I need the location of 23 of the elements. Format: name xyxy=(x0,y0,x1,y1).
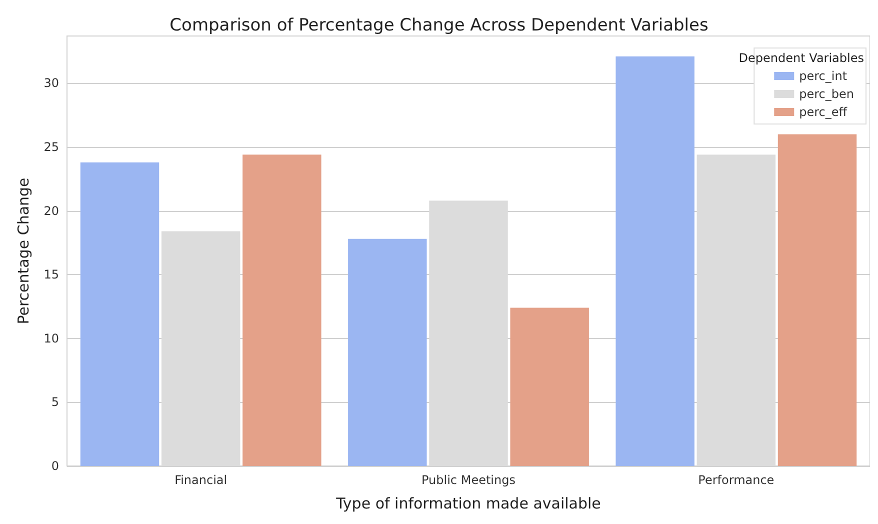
bar xyxy=(510,308,589,466)
legend-label: perc_eff xyxy=(799,105,848,119)
y-axis-title: Percentage Change xyxy=(14,178,32,324)
bar xyxy=(80,162,160,466)
bar xyxy=(616,56,694,466)
y-tick-label: 20 xyxy=(44,204,59,218)
x-tick-label: Financial xyxy=(174,473,228,487)
bar xyxy=(348,238,427,466)
y-tick-label: 5 xyxy=(51,395,59,410)
y-tick-label: 15 xyxy=(44,268,59,282)
bar xyxy=(778,134,857,466)
chart-title: Comparison of Percentage Change Across Dependent Variables xyxy=(170,16,708,36)
x-tick-label: Public Meetings xyxy=(422,473,516,487)
x-tick-label: Performance xyxy=(698,473,774,487)
legend-label: perc_int xyxy=(799,69,848,83)
y-tick-label: 10 xyxy=(44,331,59,346)
y-tick-label: 30 xyxy=(44,76,59,90)
legend-title: Dependent Variables xyxy=(738,51,864,65)
bar xyxy=(242,154,322,466)
legend-label: perc_ben xyxy=(799,87,854,101)
y-tick-label: 25 xyxy=(44,140,59,154)
x-axis-title: Type of information made available xyxy=(335,494,601,512)
y-tick-label: 0 xyxy=(51,459,59,473)
